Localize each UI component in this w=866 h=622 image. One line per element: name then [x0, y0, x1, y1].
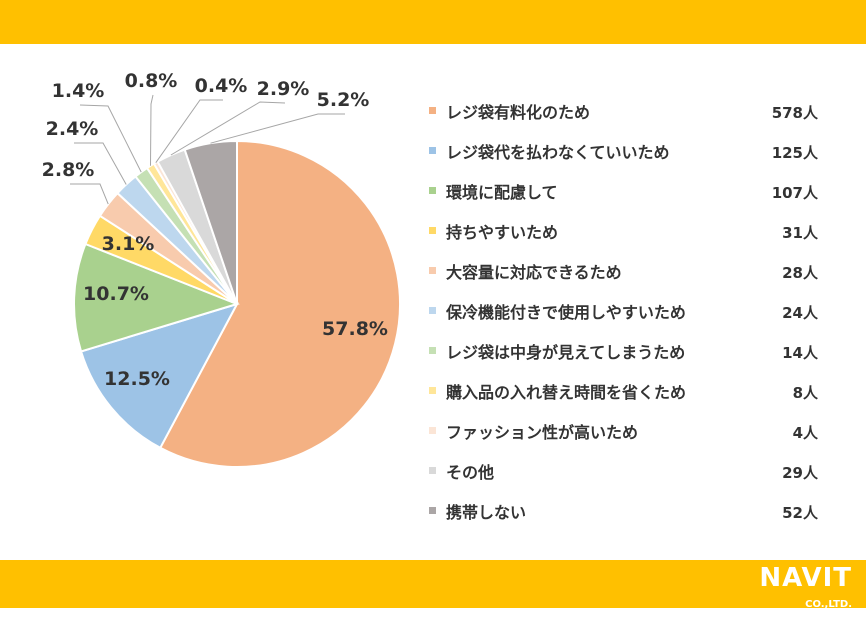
legend-count: 31人 — [782, 224, 819, 242]
legend-swatch — [429, 147, 436, 154]
legend-count: 107人 — [772, 184, 819, 202]
bottom-banner — [0, 560, 866, 608]
legend-swatch — [429, 507, 436, 514]
slice-percent-label: 0.8% — [125, 70, 178, 92]
legend-swatch — [429, 187, 436, 194]
leader-line — [210, 113, 345, 144]
leader-line — [155, 99, 223, 163]
slice-percent-label: 2.8% — [42, 159, 95, 181]
pie-chart: 57.8% 12.5% 10.7% 3.1% 2.8% 2.4% 1.4% 0.8% 0.4% 2… — [42, 70, 819, 522]
slice-percent-label: 2.9% — [257, 78, 310, 100]
legend-swatch — [429, 347, 436, 354]
legend-swatch — [429, 387, 436, 394]
legend-swatch — [429, 427, 436, 434]
leader-line — [70, 183, 109, 205]
legend-count: 578人 — [772, 104, 819, 122]
legend-swatch — [429, 267, 436, 274]
slice-percent-label: 10.7% — [83, 283, 149, 305]
logo-url: www.navit-j.com — [777, 611, 852, 621]
legend-label: レジ袋有料化のため — [446, 103, 590, 122]
leader-line — [150, 94, 154, 166]
legend-count: 24人 — [782, 304, 819, 322]
leader-line — [170, 101, 286, 156]
legend-count: 4人 — [793, 424, 819, 442]
legend-label: ファッション性が高いため — [446, 423, 638, 442]
legend-count: 29人 — [782, 464, 819, 482]
legend-label: レジ袋代を払わなくていいため — [446, 143, 670, 162]
legend-count: 28人 — [782, 264, 819, 282]
legend-count: 14人 — [782, 344, 819, 362]
legend-label: 購入品の入れ替え時間を省くため — [445, 383, 686, 402]
legend-count: 8人 — [793, 384, 819, 402]
legend-swatch — [429, 307, 436, 314]
slice-percent-label: 1.4% — [52, 80, 105, 102]
slice-percent-label: 0.4% — [195, 75, 248, 97]
legend-label: 環境に配慮して — [446, 183, 558, 202]
slice-percent-label: 57.8% — [322, 318, 388, 340]
logo-suffix: CO.,LTD. — [805, 599, 852, 610]
slice-percent-label: 5.2% — [317, 89, 370, 111]
legend-swatch — [429, 467, 436, 474]
legend-swatch — [429, 227, 436, 234]
legend-label: 大容量に対応できるため — [446, 263, 622, 282]
legend-count: 125人 — [772, 144, 819, 162]
slice-percent-label: 12.5% — [104, 368, 170, 390]
leader-line — [74, 142, 127, 185]
legend-label: レジ袋は中身が見えてしまうため — [446, 343, 685, 362]
top-banner — [0, 0, 866, 44]
legend-label: 持ちやすいため — [446, 223, 558, 242]
navit-logo: NAVIT CO.,LTD. www.navit-j.com — [722, 563, 852, 621]
pie-slice — [73, 242, 241, 353]
pie-slice — [158, 139, 401, 468]
legend-label: その他 — [446, 463, 494, 482]
slice-percent-label: 3.1% — [102, 233, 155, 255]
legend-label: 保冷機能付きで使用しやすいため — [445, 303, 686, 322]
leader-line — [79, 104, 142, 173]
slice-percent-label: 2.4% — [46, 118, 99, 140]
legend-label: 携帯しない — [446, 503, 526, 522]
logo-brand: NAVIT — [759, 563, 852, 593]
legend-count: 52人 — [782, 504, 819, 522]
legend-swatch — [429, 107, 436, 114]
